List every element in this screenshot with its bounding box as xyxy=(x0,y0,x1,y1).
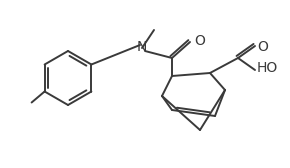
Text: O: O xyxy=(194,34,205,48)
Text: O: O xyxy=(257,40,268,54)
Text: HO: HO xyxy=(257,61,278,75)
Text: N: N xyxy=(137,40,147,54)
